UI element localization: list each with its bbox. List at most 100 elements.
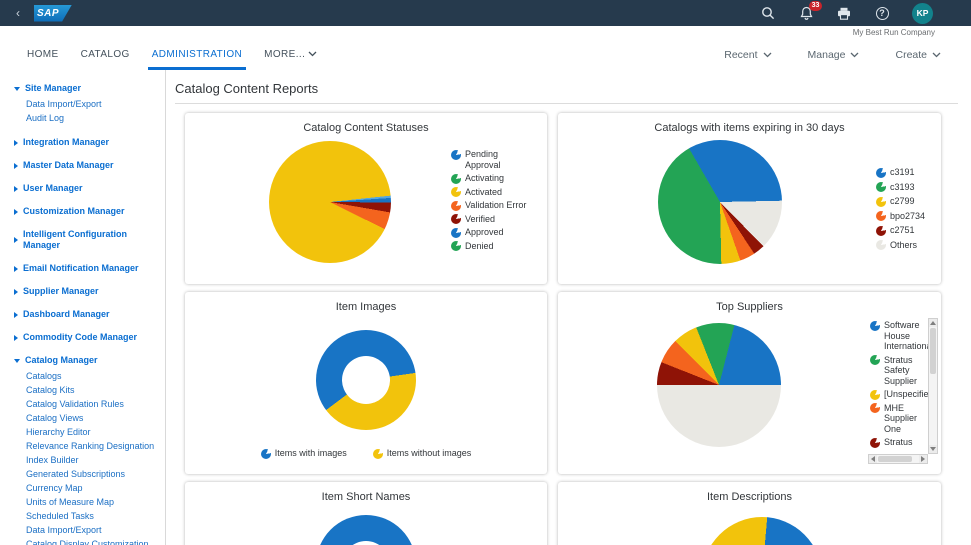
card-catalogs-expiring: Catalogs with items expiring in 30 days … — [558, 113, 941, 284]
sidebar-item-label: Supplier Manager — [23, 286, 99, 296]
pie-icon — [372, 448, 383, 459]
search-icon[interactable] — [760, 5, 776, 21]
action-label: Create — [895, 48, 927, 61]
manage-menu-button[interactable]: Manage — [808, 49, 860, 61]
nav-actions: Recent Manage Create — [724, 49, 941, 61]
legend-item-activating: Activating — [451, 173, 531, 184]
create-menu-button[interactable]: Create — [895, 49, 941, 61]
sidebar-group: Customization Manager — [14, 206, 161, 217]
notifications-bell-icon[interactable]: 33 — [798, 1, 822, 21]
pie-icon — [451, 187, 461, 197]
pie-top-suppliers — [657, 323, 781, 447]
chevron-down-icon[interactable] — [14, 358, 20, 363]
chevron-down-icon[interactable] — [14, 86, 20, 91]
sidebar-item-index-builder[interactable]: Index Builder — [26, 455, 79, 465]
legend-horizontal-scrollbar[interactable] — [868, 454, 928, 464]
chevron-right-icon[interactable] — [14, 311, 18, 318]
chevron-right-icon[interactable] — [14, 208, 18, 215]
sidebar-item-relevance-ranking-designation[interactable]: Relevance Ranking Designation — [26, 441, 155, 451]
sidebar-item-scheduled-tasks[interactable]: Scheduled Tasks — [26, 511, 94, 521]
nav-tabs: HOME CATALOG ADMINISTRATION MORE... — [27, 39, 317, 70]
print-icon[interactable] — [836, 5, 852, 21]
company-name: My Best Run Company — [852, 28, 935, 37]
tab-label: CATALOG — [80, 49, 130, 60]
legend-label: Stratus — [884, 437, 913, 447]
sidebar-item-catalog-views[interactable]: Catalog Views — [26, 413, 84, 423]
sidebar-item-catalog-kits[interactable]: Catalog Kits — [26, 385, 75, 395]
sap-logo[interactable]: SAP — [34, 4, 72, 22]
sidebar-item-data-import-export[interactable]: Data Import/Export — [26, 99, 102, 109]
sidebar-item-data-import-export[interactable]: Data Import/Export — [26, 525, 102, 535]
sidebar-item-intelligent-configuration-manager[interactable]: Intelligent Configuration Manager — [14, 229, 161, 251]
user-avatar[interactable]: KP — [912, 2, 933, 24]
scroll-right-button[interactable] — [919, 455, 927, 463]
sidebar-item-commodity-code-manager[interactable]: Commodity Code Manager — [14, 332, 161, 343]
sidebar-group: Integration Manager — [14, 137, 161, 148]
chevron-right-icon[interactable] — [14, 288, 18, 295]
help-icon[interactable]: ? — [874, 5, 890, 21]
pie-icon — [260, 448, 271, 459]
chevron-down-icon — [308, 49, 317, 60]
sidebar-item-units-of-measure-map[interactable]: Units of Measure Map — [26, 497, 115, 507]
sidebar-item-catalogs[interactable]: Catalogs — [26, 371, 62, 381]
legend-item-stratus-safety-supplier: Stratus Safety Supplier — [870, 355, 928, 387]
sidebar-item-catalog-validation-rules[interactable]: Catalog Validation Rules — [26, 399, 124, 409]
legend-item-c3191: c3191 — [876, 167, 938, 178]
tab-catalog[interactable]: CATALOG — [81, 39, 130, 70]
sidebar-item-master-data-manager[interactable]: Master Data Manager — [14, 160, 161, 171]
pie-icon — [451, 200, 461, 211]
chevron-right-icon[interactable] — [14, 237, 18, 243]
sidebar-item-supplier-manager[interactable]: Supplier Manager — [14, 286, 161, 297]
legend-item-stratus: Stratus — [870, 437, 928, 448]
scroll-left-button[interactable] — [869, 455, 877, 463]
sidebar-item-integration-manager[interactable]: Integration Manager — [14, 137, 161, 148]
sidebar-item-customization-manager[interactable]: Customization Manager — [14, 206, 161, 217]
sidebar-item-email-notification-manager[interactable]: Email Notification Manager — [14, 263, 161, 274]
scroll-up-button[interactable] — [929, 319, 937, 327]
back-chevron-icon[interactable]: ‹ — [16, 6, 20, 20]
legend-vertical-scrollbar[interactable] — [928, 318, 938, 454]
legend-item-activated: Activated — [451, 187, 531, 197]
pie-icon — [870, 403, 880, 413]
sidebar-item-generated-subscriptions[interactable]: Generated Subscriptions — [26, 469, 126, 479]
pie-icon — [876, 196, 886, 207]
sidebar-group: Master Data Manager — [14, 160, 161, 171]
pie-catalogs-expiring — [658, 140, 782, 264]
chevron-right-icon[interactable] — [14, 162, 18, 169]
sidebar-item-catalog-display-customization[interactable]: Catalog Display Customization — [26, 539, 149, 545]
tab-more[interactable]: MORE... — [264, 39, 317, 70]
tab-home[interactable]: HOME — [27, 39, 59, 70]
chevron-down-icon — [932, 49, 941, 61]
sidebar-item-currency-map[interactable]: Currency Map — [26, 483, 83, 493]
vertical-scroll-thumb[interactable] — [930, 328, 936, 374]
sidebar-item-hierarchy-editor[interactable]: Hierarchy Editor — [26, 427, 91, 437]
sidebar-item-audit-log[interactable]: Audit Log — [26, 113, 65, 123]
recent-menu-button[interactable]: Recent — [724, 49, 771, 61]
tab-administration[interactable]: ADMINISTRATION — [147, 39, 247, 70]
legend-item-items-without-images: Items without images — [372, 448, 471, 459]
legend-item-unspecified: [Unspecified] — [870, 389, 928, 400]
legend-label: Denied — [465, 240, 494, 251]
pie-icon — [876, 225, 886, 236]
chevron-right-icon[interactable] — [14, 265, 18, 272]
sidebar-item-dashboard-manager[interactable]: Dashboard Manager — [14, 309, 161, 320]
scroll-down-button[interactable] — [929, 445, 937, 453]
legend-label: c3193 — [890, 181, 915, 192]
chevron-right-icon[interactable] — [14, 139, 18, 146]
pie-icon — [451, 149, 461, 160]
chevron-right-icon[interactable] — [14, 185, 18, 192]
sidebar-item-user-manager[interactable]: User Manager — [14, 183, 161, 194]
sidebar-item-site-manager[interactable]: Site Manager — [14, 83, 161, 94]
pie-item-descriptions — [702, 517, 822, 545]
chevron-right-icon[interactable] — [14, 334, 18, 341]
sidebar-group: User Manager — [14, 183, 161, 194]
sidebar-item-catalog-manager[interactable]: Catalog Manager — [14, 355, 161, 366]
legend-item-denied: Denied — [451, 240, 531, 251]
sidebar-item-label: Catalog Manager — [25, 355, 98, 365]
legend-label: Verified — [465, 213, 496, 224]
legend-item-bpo2734: bpo2734 — [876, 211, 938, 221]
donut-hole — [342, 541, 390, 545]
horizontal-scroll-thumb[interactable] — [878, 456, 912, 462]
tab-label: MORE... — [264, 49, 306, 60]
tab-label: HOME — [27, 49, 59, 60]
